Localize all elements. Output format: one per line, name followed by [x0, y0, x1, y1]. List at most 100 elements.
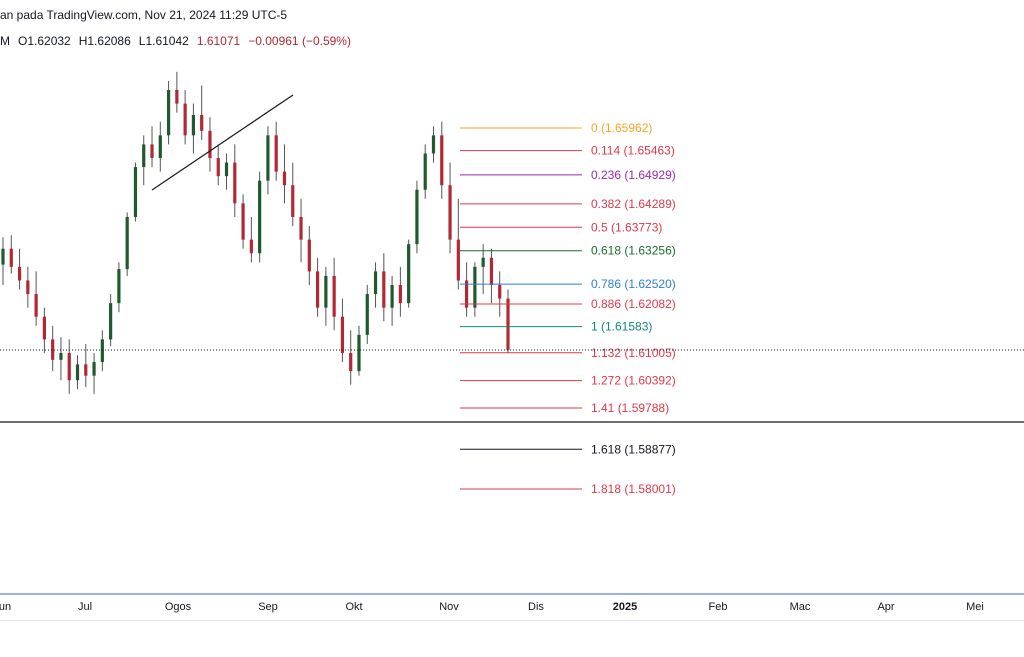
candle: [150, 126, 154, 168]
candle-body-down: [456, 239, 460, 281]
ohlc-prefix: M: [0, 34, 10, 48]
fib-level-label: 0.382 (1.64289): [591, 197, 676, 211]
candle: [133, 162, 138, 222]
candle: [216, 144, 220, 186]
candle: [100, 330, 104, 372]
candle: [142, 135, 146, 186]
candle-body-up: [365, 294, 369, 335]
candle-body-down: [241, 203, 245, 240]
candle-body-up: [1, 248, 5, 265]
candle-body-up: [166, 90, 171, 136]
candle: [158, 121, 162, 172]
time-axis-label: Dis: [528, 601, 544, 613]
candle: [431, 126, 436, 163]
fib-level-label: 1.818 (1.58001): [591, 482, 676, 496]
ohlc-close: 1.61071: [196, 34, 241, 48]
fibonacci-extension[interactable]: 0 (1.65962) 0.114 (1.65463) 0.236 (1.64929…: [460, 121, 676, 496]
ohlc-low: L1.61042: [138, 34, 189, 48]
candle: [315, 257, 320, 317]
candle: [200, 85, 204, 140]
fib-level-label: 0 (1.65962): [591, 121, 652, 135]
candle: [233, 144, 237, 217]
chart-caption: an pada TradingView.com, Nov 21, 2024 11…: [0, 8, 288, 22]
candle-body-up: [357, 334, 361, 372]
ohlc-change: −0.00961 (−0.59%): [248, 34, 351, 48]
candle-body-up: [258, 180, 262, 254]
candle: [498, 271, 502, 317]
candle-body-up: [266, 135, 270, 181]
candle-body-up: [473, 266, 477, 308]
candle-body-down: [67, 353, 71, 381]
candle-body-up: [407, 244, 411, 304]
candle-body-down: [183, 103, 187, 136]
candle-body-up: [390, 284, 394, 308]
candles-layer: [1, 71, 510, 394]
candle: [407, 239, 411, 308]
candle: [249, 216, 253, 263]
fib-level-label: 0.5 (1.63773): [591, 220, 662, 234]
candle-body-up: [158, 135, 162, 159]
ohlc-open: O1.62032: [18, 34, 71, 48]
candle: [109, 294, 113, 347]
candle-body-down: [382, 271, 386, 308]
candle-body-down: [448, 185, 452, 240]
time-axis-label: 2025: [613, 601, 637, 613]
candle: [208, 117, 212, 172]
candle: [506, 289, 510, 354]
candle-body-down: [26, 280, 30, 295]
trendline-layer: [151, 94, 294, 191]
fib-level-label: 0.618 (1.63256): [591, 244, 676, 258]
candle: [92, 353, 96, 394]
candle: [299, 198, 303, 263]
candle-body-down: [51, 339, 55, 360]
candle-body-up: [92, 362, 96, 376]
candle: [117, 262, 121, 313]
time-axis-label: Sep: [258, 601, 278, 613]
candle: [456, 198, 460, 290]
candle: [258, 171, 262, 263]
candle-body-down: [349, 353, 353, 372]
candle: [84, 343, 88, 388]
candle-body-up: [75, 364, 80, 381]
candle: [398, 266, 402, 317]
candle: [489, 248, 494, 304]
time-axis-label: un: [0, 601, 11, 613]
candle: [166, 80, 171, 145]
candle: [465, 262, 469, 317]
candle-body-down: [200, 114, 204, 131]
fib-level-label: 1.132 (1.61005): [591, 346, 676, 360]
candle-body-up: [373, 271, 378, 295]
trend-line[interactable]: [151, 94, 294, 191]
ohlc-high: H1.62086: [78, 34, 131, 48]
candle-body-up: [415, 189, 419, 245]
candle-body-down: [216, 158, 220, 177]
fib-level-label: 0.886 (1.62082): [591, 297, 676, 311]
time-axis-label: Mei: [966, 601, 984, 613]
candle: [390, 275, 394, 326]
candle: [291, 162, 295, 227]
candle-body-up: [117, 269, 121, 304]
candle-body-down: [506, 298, 510, 350]
candle-body-up: [109, 303, 113, 340]
bottom-strip: [0, 620, 1024, 657]
price-chart[interactable]: 0 (1.65962) 0.114 (1.65463) 0.236 (1.64929…: [0, 0, 1024, 620]
time-axis-label: Feb: [709, 601, 728, 613]
time-axis-label: Nov: [439, 601, 459, 613]
time-axis-label: Okt: [345, 601, 362, 613]
time-axis-label: Jul: [78, 601, 92, 613]
candle: [481, 244, 485, 295]
candle-body-down: [282, 171, 287, 186]
ohlc-readout: M O1.62032 H1.62086 L1.61042 1.61071 −0.00961…: [0, 34, 359, 48]
time-axis: un Jul Ogos Sep Okt Nov Dis 2025 Feb Mac Apr Mei: [0, 593, 1024, 613]
candle: [274, 121, 278, 181]
candle: [183, 90, 187, 145]
candle: [349, 330, 353, 385]
candle-body-down: [299, 216, 303, 240]
fib-level-label: 0.236 (1.64929): [591, 168, 676, 182]
candle-body-up: [133, 167, 138, 217]
candle: [67, 339, 71, 394]
candle-body-down: [489, 257, 494, 285]
candle: [224, 153, 229, 190]
candle: [241, 194, 245, 249]
candle: [191, 103, 196, 154]
